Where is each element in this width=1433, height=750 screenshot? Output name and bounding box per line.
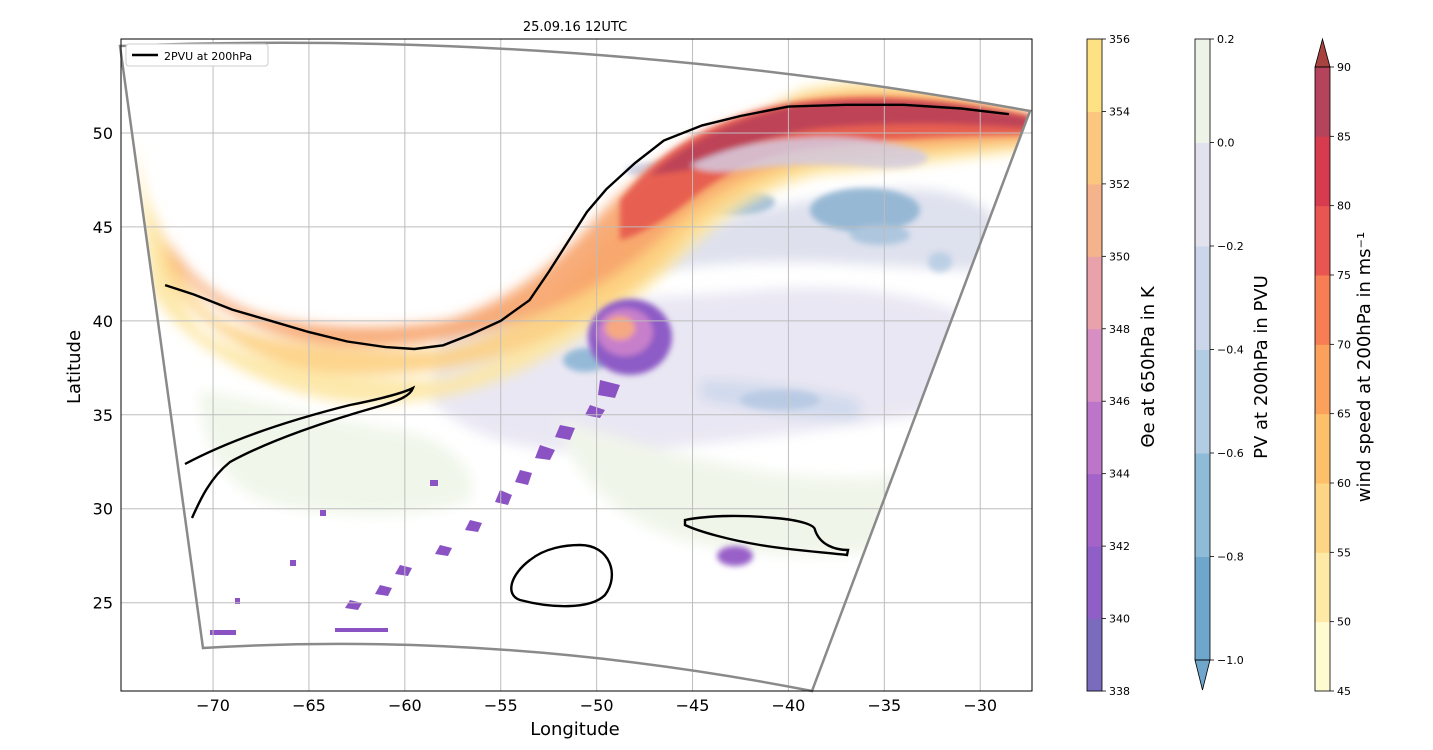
colorbar-0-tick-label-1: 340 — [1109, 613, 1130, 626]
colorbar-0-segment-4 — [1087, 328, 1102, 402]
colorbar-0-tick-label-4: 346 — [1109, 395, 1130, 408]
x-tick-label-2: −60 — [388, 696, 422, 715]
x-axis-label: Longitude — [530, 719, 620, 740]
y-tick-label-1: 30 — [93, 500, 113, 519]
legend-box — [125, 43, 269, 67]
x-tick-label-5: −45 — [676, 696, 710, 715]
contour-2pvu-subtropical — [683, 514, 850, 557]
y-tick-labels: 25 30 35 40 45 50 — [93, 124, 113, 613]
colorbar-1-tick-label-0: −1.0 — [1217, 654, 1244, 667]
colorbar-2-tick-label-9: 90 — [1337, 61, 1351, 74]
legend-label: 2PVU at 200hPa — [164, 50, 252, 63]
colorbar-0-segment-8 — [1087, 39, 1102, 112]
y-tick-label-5: 50 — [93, 124, 113, 143]
colorbar-2-tick-label-1: 50 — [1337, 616, 1351, 629]
y-axis-label: Latitude — [64, 330, 85, 404]
colorbar-2-segment-1 — [1315, 552, 1330, 623]
model-domain-frame — [118, 41, 1032, 693]
colorbar-0-segment-6 — [1087, 183, 1102, 257]
colorbar-0-tick-label-8: 354 — [1109, 105, 1130, 118]
colorbar-2-outline — [1314, 66, 1331, 692]
colorbar-1-segment-2 — [1195, 349, 1210, 454]
colorbar-0-segment-5 — [1087, 256, 1102, 330]
plot-title: 25.09.16 12UTC — [523, 20, 627, 35]
colorbar-1-extend-min — [1194, 659, 1211, 691]
colorbar-pv-label: PV at 200hPa in PVU — [1251, 275, 1272, 459]
colorbar-2-extend-max — [1314, 37, 1331, 68]
colorbar-wind-speed-label: wind speed at 200hPa in ms⁻¹ — [1354, 232, 1375, 503]
x-tick-label-8: −30 — [963, 696, 997, 715]
colorbar-theta-e: 338 340 342 344 346 348 350 352 354 356 — [1086, 33, 1130, 698]
y-tick-label-0: 25 — [93, 594, 113, 613]
contour-2pvu-closed-low — [510, 543, 614, 608]
colorbar-0-tick-label-3: 344 — [1109, 468, 1130, 481]
colorbar-pv: −1.0 −0.8 −0.6 −0.4 −0.2 0.0 0.2 — [1194, 33, 1244, 691]
x-tick-labels: −70 −65 −60 −55 −50 −45 −40 −35 −30 — [196, 696, 997, 715]
colorbar-0-tick-label-7: 352 — [1109, 178, 1130, 191]
colorbar-2-tick-label-3: 60 — [1337, 477, 1351, 490]
colorbar-2-tick-label-8: 85 — [1337, 130, 1351, 143]
colorbar-0-segment-7 — [1087, 111, 1102, 185]
colorbar-theta-e-label: Θe at 650hPa in K — [1138, 285, 1159, 447]
colorbar-2-segment-5 — [1315, 275, 1330, 345]
colorbar-1-tick-label-1: −0.8 — [1217, 551, 1244, 564]
colorbar-0-outline — [1086, 38, 1103, 692]
x-tick-label-6: −40 — [772, 696, 806, 715]
colorbar-2-segment-2 — [1315, 483, 1330, 553]
colorbar-2-segment-8 — [1315, 67, 1330, 137]
colorbar-2-segment-6 — [1315, 205, 1330, 276]
colorbar-2-tick-label-6: 75 — [1337, 269, 1351, 282]
x-tick-label-0: −70 — [196, 696, 230, 715]
x-tick-label-7: −35 — [867, 696, 901, 715]
colorbar-wind-speed: 45 50 55 60 65 70 75 80 85 90 — [1314, 37, 1351, 698]
colorbar-1-tick-label-6: 0.2 — [1217, 33, 1235, 46]
contour-2pvu — [164, 103, 1010, 608]
colorbar-0-tick-label-5: 348 — [1109, 323, 1130, 336]
colorbar-1-tick-label-2: −0.6 — [1217, 447, 1244, 460]
colorbar-2-tick-label-2: 55 — [1337, 546, 1351, 559]
colorbar-1-tick-label-5: 0.0 — [1217, 137, 1235, 150]
colorbar-1-segment-3 — [1195, 246, 1210, 350]
colorbar-1-segment-4 — [1195, 142, 1210, 247]
colorbar-2-tick-label-0: 45 — [1337, 685, 1351, 698]
x-tick-label-4: −50 — [580, 696, 614, 715]
x-tick-label-1: −65 — [292, 696, 326, 715]
colorbar-0-segment-1 — [1087, 546, 1102, 620]
colorbar-0-segment-3 — [1087, 401, 1102, 475]
colorbar-0-tick-label-9: 356 — [1109, 33, 1130, 46]
colorbar-1-segment-1 — [1195, 453, 1210, 557]
colorbar-2-segment-4 — [1315, 344, 1330, 415]
colorbar-2-tick-label-5: 70 — [1337, 338, 1351, 351]
y-tick-label-3: 40 — [93, 312, 113, 331]
colorbar-2-segment-0 — [1315, 621, 1330, 692]
colorbar-0-tick-label-6: 350 — [1109, 250, 1130, 263]
y-tick-label-4: 45 — [93, 218, 113, 237]
x-tick-label-3: −55 — [484, 696, 518, 715]
colorbar-1-segment-5 — [1195, 39, 1210, 143]
colorbar-0-tick-label-0: 338 — [1109, 685, 1130, 698]
colorbar-1-tick-label-3: −0.4 — [1217, 344, 1244, 357]
colorbar-2-tick-label-4: 65 — [1337, 408, 1351, 421]
colorbar-1-segment-0 — [1195, 556, 1210, 661]
axes-border — [120, 38, 1033, 692]
colorbar-2-segment-7 — [1315, 136, 1330, 207]
contour-2pvu-main — [164, 103, 1010, 351]
colorbar-1-tick-label-4: −0.2 — [1217, 240, 1244, 253]
colorbar-0-segment-0 — [1087, 618, 1102, 692]
colorbar-0-segment-2 — [1087, 473, 1102, 547]
colorbar-2-tick-label-7: 80 — [1337, 200, 1351, 213]
legend: 2PVU at 200hPa — [125, 43, 269, 67]
colorbar-2-segment-3 — [1315, 413, 1330, 484]
colorbar-0-tick-label-2: 342 — [1109, 540, 1130, 553]
contour-2pvu-filament — [184, 385, 416, 519]
y-tick-label-2: 35 — [93, 406, 113, 425]
